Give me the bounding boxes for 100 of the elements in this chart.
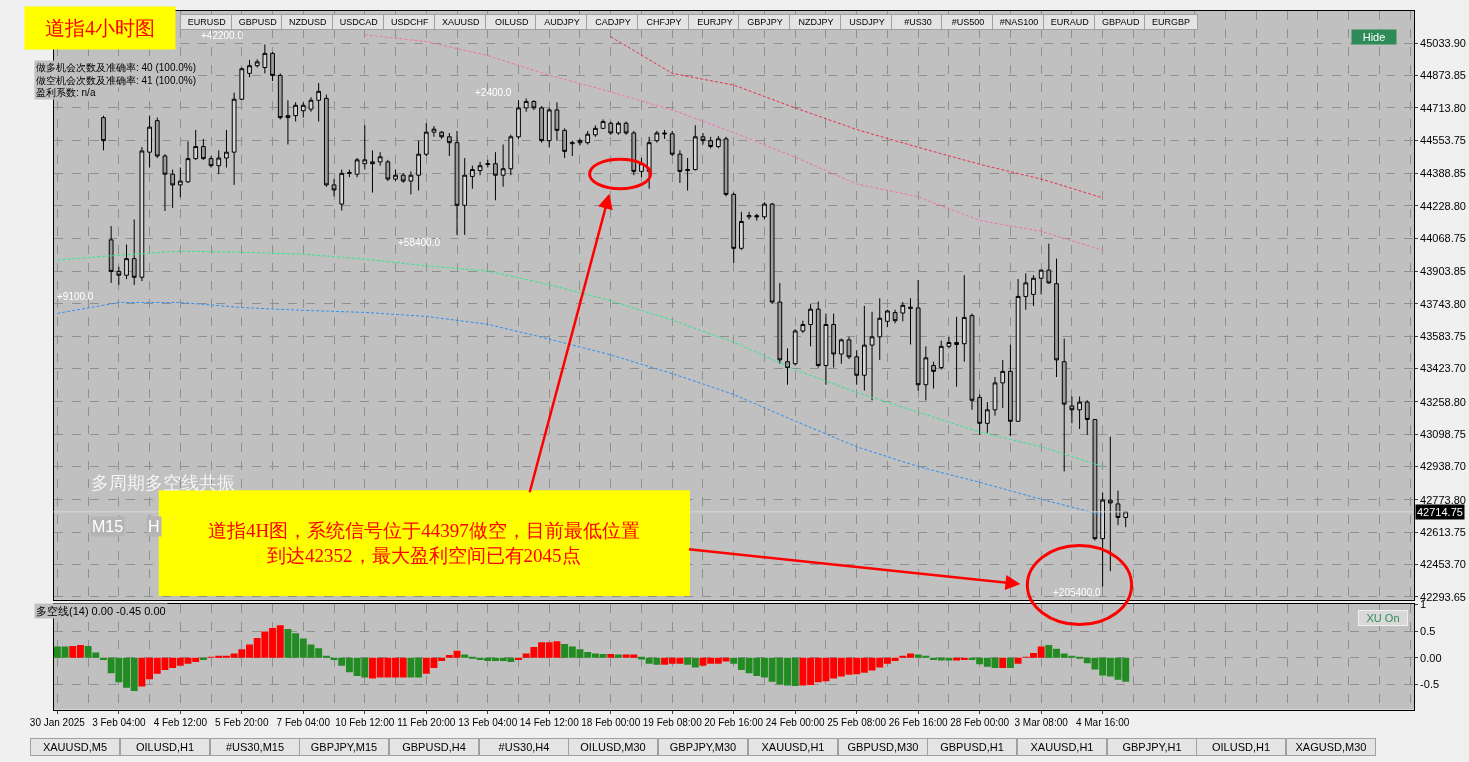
candlestick <box>408 170 414 195</box>
y-tick-label: 44713.80 <box>1420 101 1467 114</box>
candlestick <box>201 138 206 161</box>
candlestick <box>347 169 352 178</box>
candlestick <box>869 311 875 401</box>
candlestick <box>131 218 137 286</box>
candlestick <box>654 130 660 144</box>
text: OILUSD,H1 <box>135 741 195 753</box>
x-tick-label: 28 Feb 00:00 <box>950 716 1010 728</box>
y-tick-label: 42613.75 <box>1420 526 1467 539</box>
y-tick-label: 42773.80 <box>1420 493 1467 506</box>
candlestick <box>754 213 760 222</box>
bar <box>614 654 622 658</box>
candlestick <box>792 328 798 367</box>
text: XAGUSD,M30 <box>1295 741 1367 753</box>
candlestick <box>462 157 468 236</box>
annotation: +58400.0 <box>398 237 441 248</box>
x-tick-label: 4 Mar 16:00 <box>1075 716 1130 728</box>
candlestick <box>1084 399 1090 436</box>
candlestick <box>254 58 260 69</box>
text: GBPJPY,H1 <box>1122 741 1182 753</box>
candlestick <box>692 124 698 172</box>
candlestick <box>715 135 721 149</box>
candlestick <box>1008 344 1013 437</box>
candlestick <box>915 279 921 392</box>
candlestick <box>300 101 306 119</box>
candlestick <box>908 297 913 346</box>
x-tick-label: 30 Jan 2025 <box>29 716 86 728</box>
candlestick <box>354 157 360 178</box>
candlestick <box>147 115 152 169</box>
annotation: EURGBP <box>1151 17 1191 27</box>
candlestick <box>1107 436 1113 572</box>
annotation: NZDUSD <box>289 17 327 27</box>
x-tick-label: 13 Feb 04:00 <box>458 716 518 728</box>
candlestick <box>569 140 575 157</box>
candlestick <box>400 172 406 184</box>
candlestick <box>1038 269 1044 295</box>
y-tick-label: 43583.75 <box>1420 330 1467 343</box>
candlestick <box>1054 258 1059 378</box>
annotation: EURAUD <box>1050 17 1090 27</box>
y-tick-label: 0.00 <box>1420 651 1442 664</box>
x-tick-label: 20 Feb 16:00 <box>704 716 764 728</box>
candlestick <box>177 167 183 198</box>
annotation: H <box>148 518 160 535</box>
chart-title: 多空线(14) 0.00 -0.45 0.00 <box>36 605 166 617</box>
candlestick <box>108 225 114 284</box>
ref-line-label: 42714.75 <box>1417 506 1463 518</box>
line-series <box>364 34 1104 251</box>
text: GBPJPY,M30 <box>669 741 737 753</box>
annotation: 道指4H图，系统信号位于44397做空，目前最低位置到达42352，最大盈利空间已有2045点 <box>208 520 640 566</box>
candlestick <box>785 347 790 386</box>
x-tick-label: 3 Feb 04:00 <box>92 716 146 728</box>
candlestick <box>885 309 890 328</box>
y-tick-label: 44228.80 <box>1420 199 1467 212</box>
candlestick <box>846 336 852 360</box>
x-tick-label: 14 Feb 12:00 <box>519 716 580 728</box>
candlestick <box>984 401 990 434</box>
annotation: GBPUSD <box>238 17 278 27</box>
candlestick <box>800 320 806 334</box>
candlestick <box>1023 272 1029 311</box>
candlestick <box>838 338 844 365</box>
bar <box>1006 657 1014 668</box>
y-tick-label: 45033.90 <box>1420 37 1467 50</box>
annotation: #US30 <box>904 17 932 27</box>
candlestick <box>923 345 929 401</box>
annotation: +205400.0 <box>1053 587 1101 598</box>
chart-title: 道指4小时图 <box>45 17 155 39</box>
candlestick <box>193 129 199 161</box>
candlestick <box>124 244 129 280</box>
candlestick <box>362 124 368 171</box>
y-tick-label: 43258.80 <box>1420 395 1467 408</box>
candlestick <box>546 107 552 149</box>
candlestick <box>823 313 829 386</box>
candlestick <box>777 282 783 365</box>
y-tick-label: 43743.80 <box>1420 297 1467 310</box>
candlestick <box>854 349 860 386</box>
bar <box>1014 657 1022 664</box>
candlestick <box>685 157 690 192</box>
text: OILUSD,M30 <box>580 741 646 753</box>
candlestick <box>239 67 245 101</box>
y-tick-label: 0.5 <box>1420 624 1436 637</box>
candlestick <box>331 178 337 197</box>
candlestick <box>762 201 767 220</box>
candlestick <box>316 82 322 122</box>
candlestick <box>831 313 837 369</box>
candlestick <box>1015 278 1021 422</box>
candlestick <box>293 101 298 122</box>
candlestick <box>900 301 906 322</box>
candlestick <box>992 376 998 417</box>
candlestick <box>700 132 706 145</box>
y-tick-label: 44388.85 <box>1420 167 1467 180</box>
candlestick <box>961 274 967 363</box>
candlestick <box>1061 338 1067 472</box>
candlestick <box>224 129 229 169</box>
bar <box>199 657 207 660</box>
candlestick <box>808 303 813 347</box>
x-tick-label: 26 Feb 16:00 <box>888 716 949 728</box>
candlestick <box>116 266 122 286</box>
text: GBPJPY,M15 <box>310 741 378 753</box>
x-tick-label: 5 Feb 20:00 <box>215 716 269 728</box>
